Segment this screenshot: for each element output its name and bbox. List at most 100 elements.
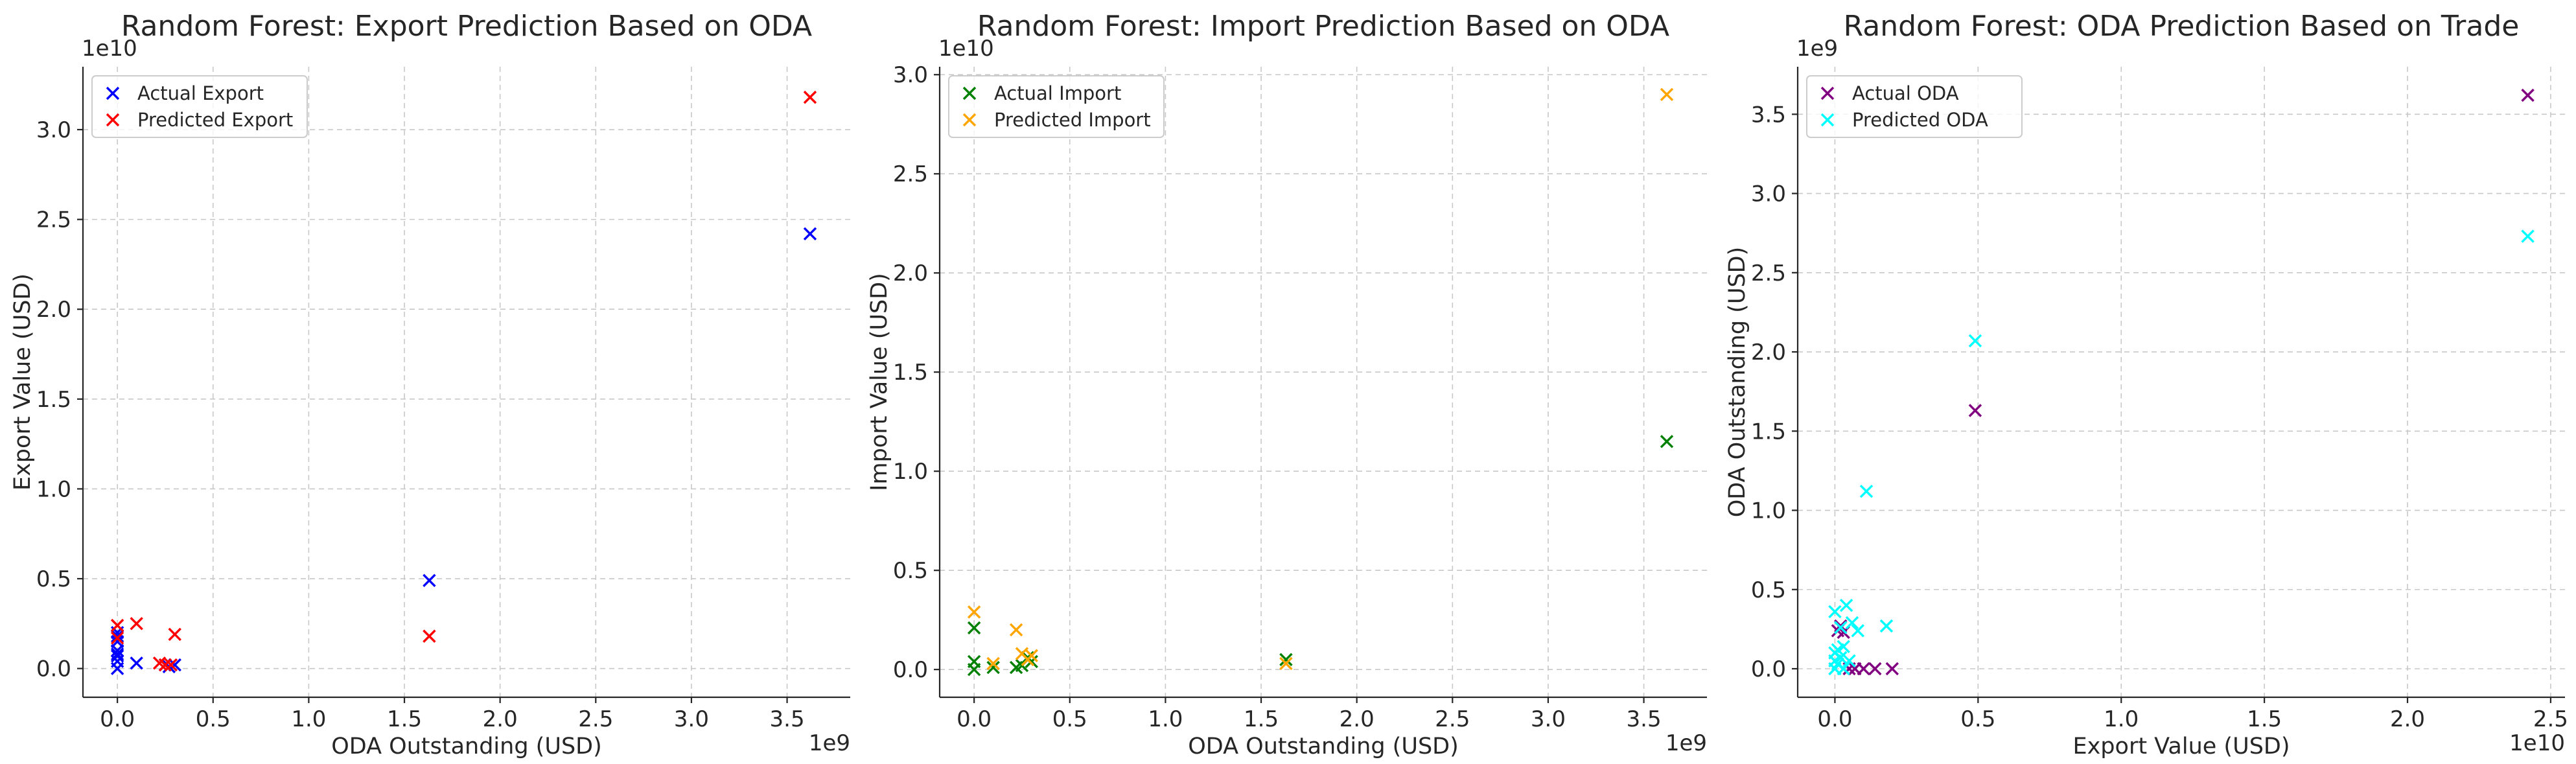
legend-entry: Actual ODA bbox=[1852, 82, 1959, 104]
data-point bbox=[1660, 87, 1674, 102]
x-axis-label: Export Value (USD) bbox=[2072, 734, 2290, 759]
y-tick-label: 3.0 bbox=[36, 117, 71, 143]
x-tick-label: 3.0 bbox=[674, 706, 709, 732]
oda-prediction-panel: 0.0 0.5 1.0 1.5 2.0 2.5 0.0 0.5 1.0 1.5 2.0 2.5 3.0 3… bbox=[1724, 10, 2568, 759]
data-point bbox=[2521, 88, 2535, 102]
x-tick-label: 2.5 bbox=[578, 706, 613, 732]
series-1 bbox=[1828, 229, 2535, 676]
data-point bbox=[1968, 404, 1982, 417]
y-tick-label: 2.0 bbox=[36, 297, 71, 323]
data-point bbox=[2521, 229, 2535, 243]
data-point bbox=[423, 629, 436, 643]
legend-entry: Actual Import bbox=[994, 82, 1121, 104]
x-tick-label: 3.5 bbox=[1627, 706, 1662, 732]
data-point bbox=[1279, 656, 1293, 671]
legend-entry: Predicted Export bbox=[137, 109, 293, 131]
x-axis-label: ODA Outstanding (USD) bbox=[1188, 734, 1459, 759]
y-axis-label: ODA Outstanding (USD) bbox=[1724, 247, 1750, 518]
data-point bbox=[967, 654, 981, 669]
y-tick-label: 3.0 bbox=[893, 62, 928, 88]
y-tick-label: 2.0 bbox=[1751, 340, 1786, 365]
data-point bbox=[986, 660, 1000, 675]
legend: Actual Export Predicted Export bbox=[91, 75, 308, 138]
data-point bbox=[158, 658, 172, 672]
legend-marker bbox=[106, 86, 120, 100]
legend-frame bbox=[948, 75, 1165, 138]
y-tick-label: 1.5 bbox=[893, 360, 928, 386]
y-offset-label: 1e10 bbox=[938, 36, 994, 62]
x-axis-label: ODA Outstanding (USD) bbox=[331, 734, 602, 759]
x-tick-label: 1.0 bbox=[2104, 706, 2139, 732]
data-point bbox=[1842, 654, 1856, 667]
x-tick-label: 3.5 bbox=[770, 706, 805, 732]
data-point bbox=[1828, 605, 1842, 619]
y-tick-label: 1.5 bbox=[1751, 419, 1786, 445]
data-point bbox=[130, 617, 143, 631]
y-tick-label: 0.5 bbox=[36, 566, 71, 592]
legend-marker bbox=[962, 86, 977, 100]
y-tick-label: 0.0 bbox=[893, 657, 928, 683]
data-point bbox=[110, 647, 124, 661]
data-point bbox=[1885, 662, 1899, 676]
data-point bbox=[1837, 662, 1850, 676]
legend-marker bbox=[106, 113, 120, 127]
legend-entry: Actual Export bbox=[137, 82, 264, 104]
series-1 bbox=[967, 87, 1674, 671]
x-tick-label: 0.5 bbox=[196, 706, 231, 732]
series-0 bbox=[967, 435, 1674, 677]
y-tick-label: 1.0 bbox=[1751, 498, 1786, 524]
y-tick-label: 0.0 bbox=[1751, 656, 1786, 682]
legend-entry: Predicted Import bbox=[994, 109, 1151, 131]
legend-marker bbox=[1820, 86, 1835, 100]
x-tick-label: 1.0 bbox=[291, 706, 326, 732]
x-tick-label: 2.0 bbox=[1340, 706, 1375, 732]
chart-title: Random Forest: Import Prediction Based o… bbox=[977, 10, 1669, 43]
data-point bbox=[967, 605, 981, 619]
y-tick-label: 0.5 bbox=[893, 558, 928, 584]
series-1 bbox=[110, 90, 817, 672]
data-point bbox=[1834, 621, 1848, 634]
x-tick-label: 2.0 bbox=[483, 706, 518, 732]
x-tick-label: 1.5 bbox=[387, 706, 422, 732]
data-point bbox=[110, 649, 124, 663]
legend: Actual ODA Predicted ODA bbox=[1806, 75, 2023, 138]
data-point bbox=[130, 656, 143, 670]
y-tick-label: 3.5 bbox=[1751, 102, 1786, 128]
x-tick-label: 1.5 bbox=[1244, 706, 1279, 732]
y-offset-label: 1e10 bbox=[82, 36, 137, 62]
data-point bbox=[1845, 616, 1859, 630]
x-tick-label: 0.5 bbox=[1960, 706, 1995, 732]
import-prediction-panel: 0.0 0.5 1.0 1.5 2.0 2.5 3.0 3.5 0.0 0.5 1.0 1.5 2.0 2… bbox=[866, 10, 1707, 759]
x-tick-label: 3.0 bbox=[1531, 706, 1566, 732]
x-offset-label: 1e10 bbox=[2509, 730, 2565, 756]
series-0 bbox=[1831, 88, 2535, 676]
data-point bbox=[803, 227, 817, 241]
y-tick-label: 1.0 bbox=[893, 459, 928, 485]
x-tick-label: 2.5 bbox=[2533, 706, 2568, 732]
x-tick-label: 0.0 bbox=[957, 706, 992, 732]
x-tick-label: 1.0 bbox=[1148, 706, 1183, 732]
data-point bbox=[1009, 623, 1023, 637]
y-offset-label: 1e9 bbox=[1796, 36, 1838, 62]
y-tick-label: 0.0 bbox=[36, 656, 71, 682]
data-point bbox=[1025, 649, 1038, 662]
data-point bbox=[168, 658, 181, 672]
x-tick-label: 1.5 bbox=[2247, 706, 2282, 732]
x-tick-label: 0.5 bbox=[1052, 706, 1087, 732]
data-point bbox=[1839, 599, 1853, 612]
legend: Actual Import Predicted Import bbox=[948, 75, 1165, 138]
data-point bbox=[110, 618, 124, 632]
chart-title: Random Forest: Export Prediction Based o… bbox=[121, 10, 812, 43]
y-tick-label: 2.5 bbox=[1751, 260, 1786, 286]
x-offset-label: 1e9 bbox=[1665, 730, 1707, 756]
legend-frame bbox=[91, 75, 308, 138]
y-tick-label: 2.5 bbox=[893, 161, 928, 187]
data-point bbox=[1868, 662, 1882, 676]
data-point bbox=[1851, 624, 1864, 638]
data-point bbox=[986, 656, 1000, 671]
data-point bbox=[1968, 334, 1982, 348]
y-tick-label: 2.5 bbox=[36, 207, 71, 233]
data-point bbox=[164, 658, 178, 672]
legend-marker bbox=[962, 113, 977, 127]
